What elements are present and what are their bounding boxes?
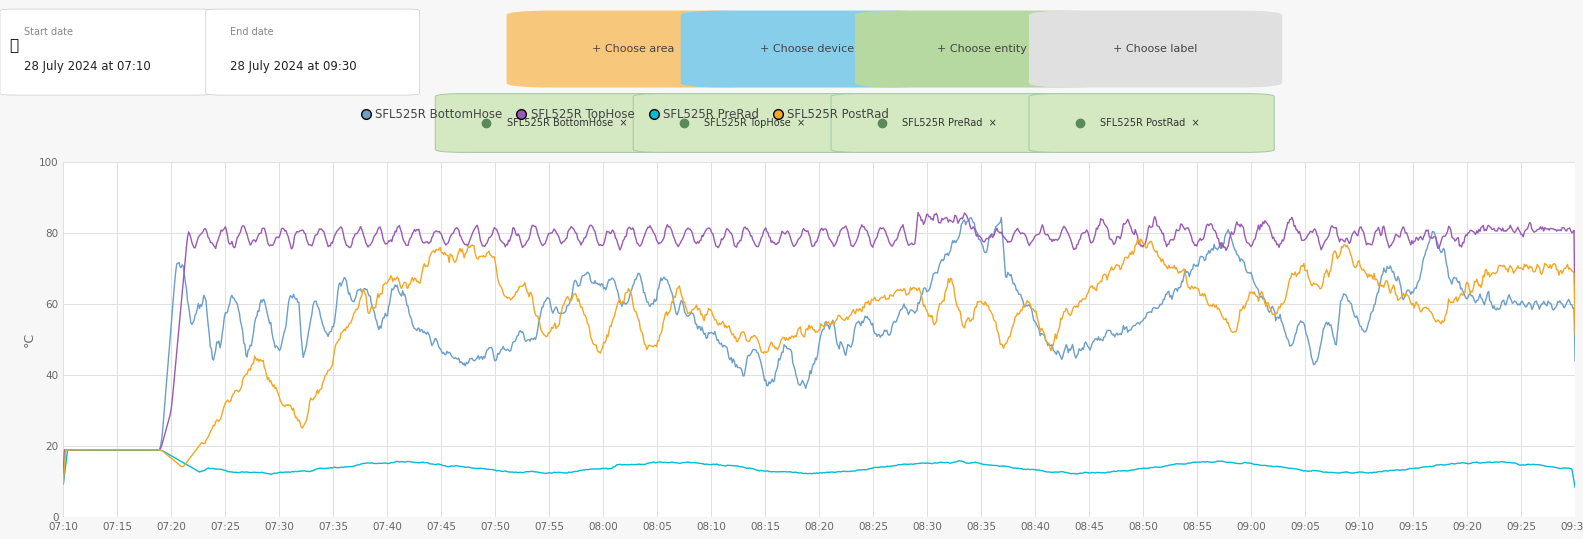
Text: SFL525R PostRad  ×: SFL525R PostRad × — [1100, 118, 1200, 128]
Text: End date: End date — [230, 27, 274, 37]
Text: 📅: 📅 — [9, 38, 19, 53]
Text: SFL525R TopHose  ×: SFL525R TopHose × — [704, 118, 806, 128]
Text: Start date: Start date — [24, 27, 73, 37]
Y-axis label: °C: °C — [24, 332, 36, 347]
Text: SFL525R BottomHose  ×: SFL525R BottomHose × — [507, 118, 627, 128]
FancyBboxPatch shape — [1029, 11, 1282, 87]
Text: 28 July 2024 at 07:10: 28 July 2024 at 07:10 — [24, 60, 150, 73]
FancyBboxPatch shape — [831, 94, 1076, 153]
FancyBboxPatch shape — [681, 11, 934, 87]
Legend: SFL525R BottomHose, SFL525R TopHose, SFL525R PreRad, SFL525R PostRad: SFL525R BottomHose, SFL525R TopHose, SFL… — [356, 103, 894, 126]
Text: + Choose area: + Choose area — [592, 44, 674, 54]
FancyBboxPatch shape — [1029, 94, 1274, 153]
Text: SFL525R PreRad  ×: SFL525R PreRad × — [902, 118, 997, 128]
FancyBboxPatch shape — [435, 94, 681, 153]
FancyBboxPatch shape — [206, 9, 419, 95]
Text: + Choose device: + Choose device — [760, 44, 855, 54]
FancyBboxPatch shape — [633, 94, 879, 153]
Text: + Choose entity: + Choose entity — [937, 44, 1026, 54]
Text: 28 July 2024 at 09:30: 28 July 2024 at 09:30 — [230, 60, 356, 73]
FancyBboxPatch shape — [0, 9, 214, 95]
FancyBboxPatch shape — [855, 11, 1108, 87]
Text: + Choose label: + Choose label — [1113, 44, 1198, 54]
FancyBboxPatch shape — [507, 11, 760, 87]
